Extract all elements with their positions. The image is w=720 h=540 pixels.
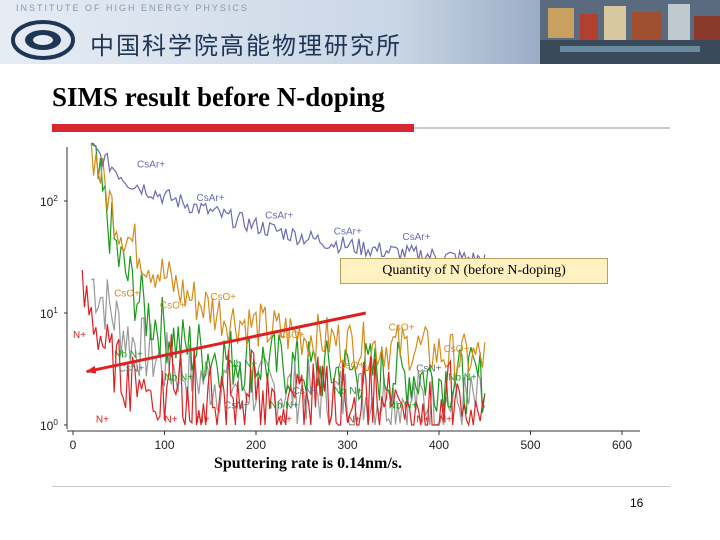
series-line-n: [81, 269, 486, 428]
series-label: N+: [439, 415, 452, 426]
series-label: CsAr+: [197, 193, 225, 204]
slide-title: SIMS result before N-doping: [52, 82, 385, 112]
x-tick-label: 100: [154, 438, 174, 452]
page-number: 16: [630, 496, 644, 510]
series-label: Nb N+: [334, 386, 363, 397]
y-tick-label: 102: [40, 194, 58, 209]
series-label: CsO+: [338, 360, 364, 371]
footer-divider: [52, 486, 670, 487]
banner-graphic: INSTITUTE OF HIGH ENERGY PHYSICS 中国科学院高能…: [0, 0, 720, 64]
series-label: Nb N+: [165, 372, 194, 383]
series-label: CsAr+: [334, 227, 362, 238]
chart-axes: 0 100 200 300 400 500 600 100 101 102: [40, 147, 640, 452]
series-label: CsO+: [160, 300, 186, 311]
chart-series: [81, 142, 486, 428]
series-label: CsN+: [293, 386, 318, 397]
series-label: N+: [197, 415, 210, 426]
title-underline-red: [52, 124, 414, 132]
series-label: N+: [348, 415, 361, 426]
institute-chinese-name: 中国科学院高能物理研究所: [90, 32, 402, 60]
x-tick-label: 0: [70, 438, 77, 452]
series-label: CsO+: [279, 330, 305, 341]
series-label: Nb N+: [389, 401, 418, 412]
chart-annotations: CsAr+ CsAr+ CsAr+ CsAr+ CsAr+ CsO+ CsO+ CsO+ CsO…: [73, 159, 477, 425]
series-label: CsN+: [224, 401, 249, 412]
series-line-nbn: [90, 142, 486, 414]
facility-photo: [540, 0, 720, 64]
series-label: CsAr+: [402, 232, 430, 243]
callout-arrow: [85, 311, 367, 374]
series-label: Nb N+: [448, 372, 477, 383]
series-label: CsO+: [210, 292, 236, 303]
series-label: CsAr+: [137, 159, 165, 170]
series-label: CsAr+: [265, 210, 293, 221]
series-label: N+: [279, 415, 292, 426]
header-banner: INSTITUTE OF HIGH ENERGY PHYSICS 中国科学院高能…: [0, 0, 720, 64]
series-label: Nb N+: [114, 350, 143, 361]
series-label: Nb N+: [229, 359, 258, 370]
institute-english-name: INSTITUTE OF HIGH ENERGY PHYSICS: [16, 3, 249, 13]
x-tick-label: 400: [429, 438, 449, 452]
series-label: N+: [73, 330, 86, 341]
y-tick-label: 100: [40, 418, 58, 433]
series-label: CsO+: [444, 344, 470, 355]
series-line-cso: [90, 142, 486, 382]
callout-box: Quantity of N (before N-doping): [340, 258, 608, 284]
title-underline-gray: [414, 127, 670, 129]
series-line-csar: [91, 142, 486, 267]
x-tick-label: 500: [520, 438, 540, 452]
series-label: N+: [165, 415, 178, 426]
x-tick-label: 200: [246, 438, 266, 452]
x-tick-label: 300: [337, 438, 357, 452]
series-label: Nb N+: [270, 401, 299, 412]
series-label: CsN+: [416, 364, 441, 375]
series-label: N+: [416, 415, 429, 426]
ihep-logo: [11, 20, 75, 60]
series-label: CsO+: [389, 322, 415, 333]
x-tick-label: 600: [612, 438, 632, 452]
series-label: CsN+: [119, 364, 144, 375]
series-label: N+: [96, 415, 109, 426]
series-label: CsO+: [114, 289, 140, 300]
y-tick-label: 101: [40, 306, 58, 321]
sputtering-rate-caption: Sputtering rate is 0.14nm/s.: [214, 455, 402, 472]
